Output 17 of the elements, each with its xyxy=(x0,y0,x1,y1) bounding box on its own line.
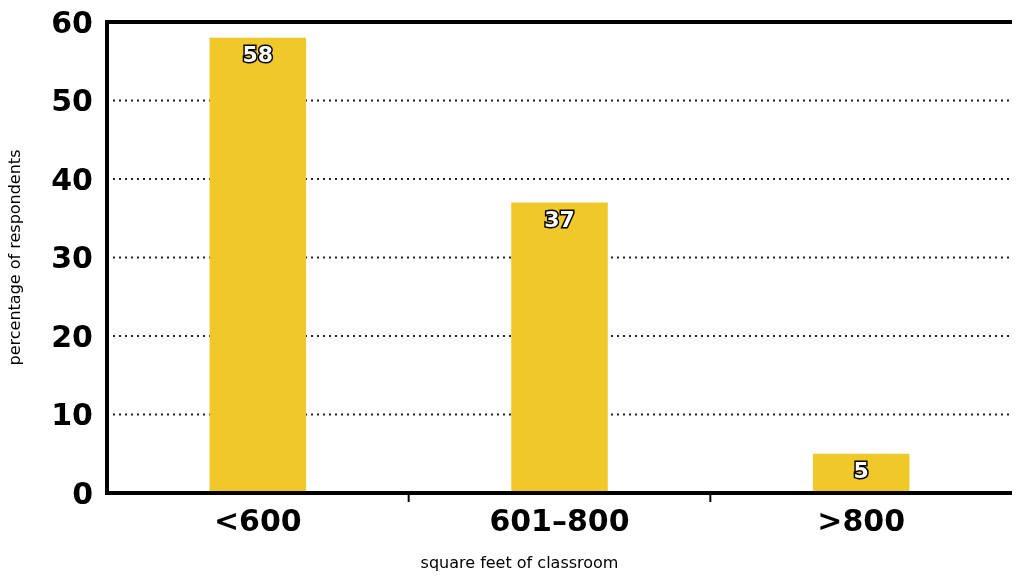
data-label: 58 xyxy=(242,41,274,67)
y-tick-label: 20 xyxy=(51,318,93,354)
y-tick-label: 60 xyxy=(51,4,93,40)
x-axis-title: square feet of classroom xyxy=(420,553,619,572)
y-tick-label: 10 xyxy=(51,397,93,432)
y-axis-title: percentage of respondents xyxy=(5,149,24,366)
bar xyxy=(209,37,307,493)
y-tick-label: 30 xyxy=(51,240,93,275)
y-tick-label: 0 xyxy=(72,475,93,511)
y-tick-label: 40 xyxy=(51,161,93,197)
x-tick-label: >800 xyxy=(817,503,906,538)
x-tick-label: <600 xyxy=(213,503,302,538)
bar xyxy=(511,202,608,493)
y-tick-label: 50 xyxy=(51,83,93,118)
data-label: 5 xyxy=(853,457,869,483)
data-label: 37 xyxy=(544,206,575,232)
x-tick-label: 601–800 xyxy=(489,503,630,538)
